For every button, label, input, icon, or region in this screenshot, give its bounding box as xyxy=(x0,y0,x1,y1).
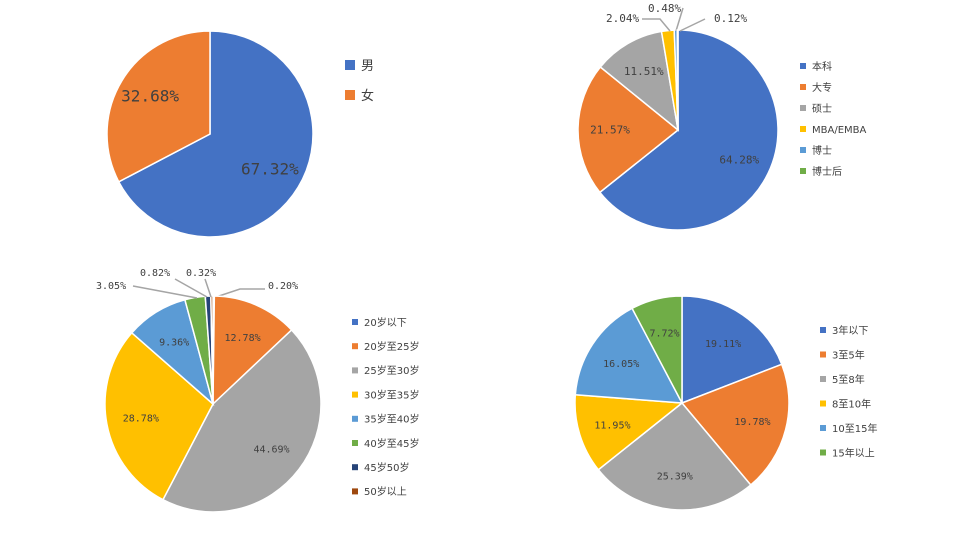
legend-swatch xyxy=(352,319,358,325)
pie-slice xyxy=(577,65,680,194)
legend-swatch xyxy=(820,351,826,358)
legend-entry: 30岁至35岁 xyxy=(364,388,419,401)
pie-slice xyxy=(104,331,214,501)
legend-swatch xyxy=(800,63,806,69)
pie-slice xyxy=(680,363,790,487)
leader-line xyxy=(642,18,671,32)
legend-swatch xyxy=(800,126,806,132)
data-label: 32.68% xyxy=(121,87,179,106)
legend-entry: 硕士 xyxy=(812,102,832,115)
data-label: 28.78% xyxy=(123,413,159,424)
pie-chart-4: 19.11% 19.78% 25.39% 11.95% 16.05% 7.72% 3年以下 3… xyxy=(574,295,877,511)
legend-entry: 20岁至25岁 xyxy=(364,340,419,353)
data-label: 64.28% xyxy=(719,153,759,166)
data-label: 7.72% xyxy=(649,328,679,339)
data-label: 0.32% xyxy=(186,268,216,279)
pie-slice xyxy=(599,30,680,132)
legend-entry: 大专 xyxy=(812,81,832,94)
legend-swatch xyxy=(820,449,826,456)
leader-line xyxy=(174,278,208,298)
pie-slice xyxy=(597,401,752,511)
data-label: 2.04% xyxy=(606,12,639,25)
legend-swatch xyxy=(352,391,358,398)
pie-slice xyxy=(598,29,779,231)
legend-swatch xyxy=(352,415,358,422)
data-label: 19.11% xyxy=(705,339,741,350)
legend-swatch xyxy=(352,488,358,495)
data-label: 0.82% xyxy=(140,268,170,279)
legend-entry: MBA/EMBA xyxy=(812,125,867,136)
legend-entry: 博士 xyxy=(812,144,832,157)
data-label: 9.36% xyxy=(159,338,189,349)
leader-line xyxy=(679,18,706,32)
legend-entry: 3至5年 xyxy=(832,348,865,361)
data-label: 16.05% xyxy=(603,359,639,370)
leader-line xyxy=(675,7,684,32)
legend-swatch xyxy=(820,425,826,431)
data-label: 12.78% xyxy=(224,333,260,344)
data-label: 25.39% xyxy=(657,471,693,482)
data-label: 0.48% xyxy=(648,2,681,15)
legend-swatch xyxy=(800,105,806,111)
pie-slice xyxy=(676,29,679,131)
legend-swatch xyxy=(800,147,806,153)
legend-entry: 25岁至30岁 xyxy=(364,364,419,377)
pie-slice xyxy=(574,307,684,404)
legend-entry: 博士后 xyxy=(812,165,842,178)
legend-entry: 5至8年 xyxy=(832,373,865,386)
data-label: 44.69% xyxy=(253,444,289,455)
data-label: 19.78% xyxy=(734,417,770,428)
legend-swatch xyxy=(820,400,826,407)
pie-slice xyxy=(631,295,683,404)
legend-swatch xyxy=(800,84,806,90)
pie-slice xyxy=(106,30,211,183)
legend-swatch xyxy=(345,90,355,100)
legend-entry: 20岁以下 xyxy=(364,316,407,329)
data-label: 21.57% xyxy=(590,124,630,137)
pie-slice xyxy=(117,30,314,238)
legend-swatch xyxy=(345,60,355,70)
legend-swatch xyxy=(352,343,358,350)
data-label: 3.05% xyxy=(96,281,126,292)
data-label: 11.95% xyxy=(594,420,630,431)
legend-entry: 本科 xyxy=(812,60,832,73)
pie-slice xyxy=(212,295,293,406)
leader-line xyxy=(132,285,198,299)
legend-entry: 35岁至40岁 xyxy=(364,413,419,426)
pie-chart-1: 67.32% 32.68% 男女 xyxy=(106,30,374,238)
legend-swatch xyxy=(820,376,826,382)
data-label: 0.20% xyxy=(268,281,298,292)
legend-entry: 40岁至45岁 xyxy=(364,437,419,450)
legend-swatch xyxy=(352,440,358,446)
legend-swatch xyxy=(352,464,358,471)
leader-line xyxy=(204,278,212,298)
pie-slice xyxy=(681,295,783,405)
legend-entry: 45岁50岁 xyxy=(364,461,409,474)
pie-chart-3: 0.20% 12.78% 44.69% 28.78% 9.36% 3.05% 0.82% 0.… xyxy=(96,268,419,513)
legend-entry: 10至15年 xyxy=(832,422,877,435)
legend-entry: 50岁以上 xyxy=(364,485,407,498)
legend-entry: 男 xyxy=(361,59,374,74)
legend-entry: 15年以上 xyxy=(832,446,875,459)
legend-entry: 8至10年 xyxy=(832,397,871,410)
legend-swatch xyxy=(352,367,358,374)
pie-slice xyxy=(161,328,322,513)
legend-swatch xyxy=(820,327,826,333)
legend-entry: 3年以下 xyxy=(832,324,868,337)
data-label: 0.12% xyxy=(714,12,747,25)
legend-entry: 女 xyxy=(361,88,374,104)
pie-slice xyxy=(574,393,684,471)
data-label: 11.51% xyxy=(624,65,664,78)
legend-swatch xyxy=(800,168,806,174)
leader-line xyxy=(215,288,265,298)
data-label: 67.32% xyxy=(241,159,299,178)
